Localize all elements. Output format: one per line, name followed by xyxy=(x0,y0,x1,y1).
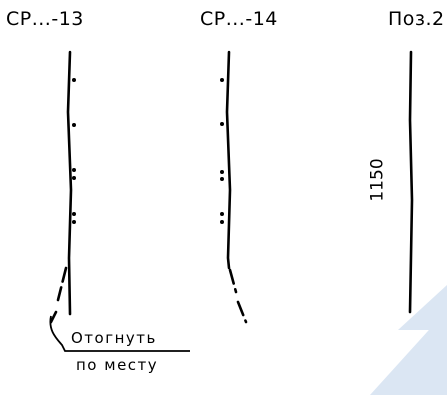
rod-right xyxy=(408,50,414,314)
note-line-1: Отогнуть xyxy=(71,329,157,347)
leader-line xyxy=(49,315,190,352)
rod-middle-bent-end xyxy=(228,268,248,324)
dimension-label: 1150 xyxy=(367,158,388,202)
watermark-shape xyxy=(370,310,447,395)
rod-middle-weld-points xyxy=(220,78,224,224)
label-sr-13: СР...-13 xyxy=(6,8,84,30)
watermark-shape-upper xyxy=(398,285,447,330)
note-line-2: по месту xyxy=(76,356,159,374)
label-sr-14: СР...-14 xyxy=(200,8,278,30)
rod-left-bent-end xyxy=(49,266,68,324)
rod-left xyxy=(49,50,73,324)
rod-left-weld-points xyxy=(72,78,76,224)
label-poz-2: Поз.2 xyxy=(388,8,445,30)
rod-middle xyxy=(225,50,248,324)
